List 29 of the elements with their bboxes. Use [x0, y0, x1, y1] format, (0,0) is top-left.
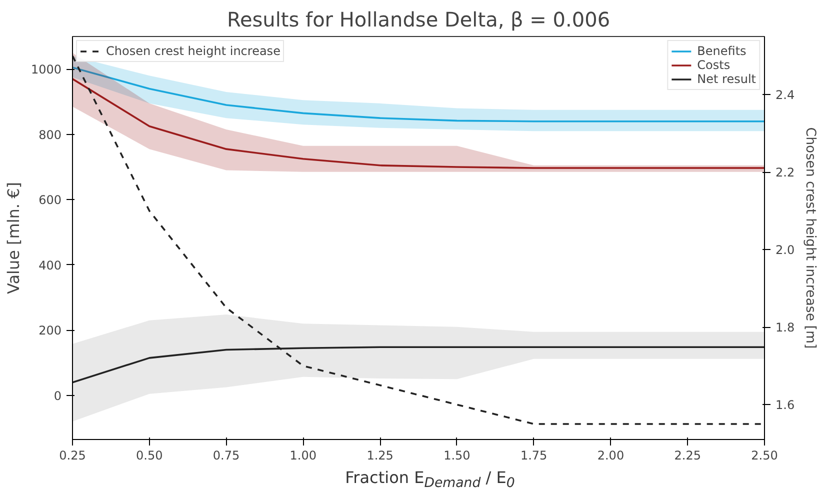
y-tick-label: 0 — [54, 388, 62, 403]
y-tick-label: 400 — [38, 258, 62, 272]
x-tick-label: 1.25 — [366, 448, 394, 462]
x-tick-label: 1.75 — [520, 448, 548, 462]
legend-label: Net result — [697, 72, 756, 86]
x-tick-label: 0.75 — [212, 448, 240, 462]
x-tick-label: 0.50 — [136, 448, 163, 462]
legend-label: Chosen crest height increase — [106, 44, 280, 58]
x-tick-label: 1.00 — [290, 448, 317, 462]
legend-label: Benefits — [697, 44, 746, 58]
y-axis-title: Value [mln. €] — [4, 182, 23, 294]
x-tick-label: 2.25 — [674, 448, 701, 462]
y-tick-label: 600 — [38, 193, 62, 208]
x-axis-title: Fraction E$_{Demand}$ / E$_{0}$ — [345, 467, 515, 493]
y2-tick-label: 1.6 — [776, 398, 795, 412]
y2-tick-label: 2.4 — [776, 88, 795, 102]
x-tick-label: 0.25 — [59, 448, 86, 462]
y-tick-label: 1000 — [30, 62, 62, 77]
y-tick-label: 200 — [38, 324, 62, 338]
legend-label: Costs — [697, 58, 730, 72]
y2-tick-label: 2.2 — [776, 166, 795, 180]
y-tick-label: 800 — [38, 128, 62, 142]
y2-tick-label: 1.8 — [776, 320, 795, 335]
x-tick-label: 2.50 — [751, 448, 778, 462]
chart-title: Results for Hollandse Delta, β = 0.006 — [226, 8, 610, 32]
x-tick-label: 2.00 — [597, 448, 624, 462]
y2-axis-title: Chosen crest height increase [m] — [802, 127, 818, 349]
x-tick-label: 1.50 — [444, 448, 470, 462]
y2-tick-label: 2.0 — [776, 243, 795, 258]
